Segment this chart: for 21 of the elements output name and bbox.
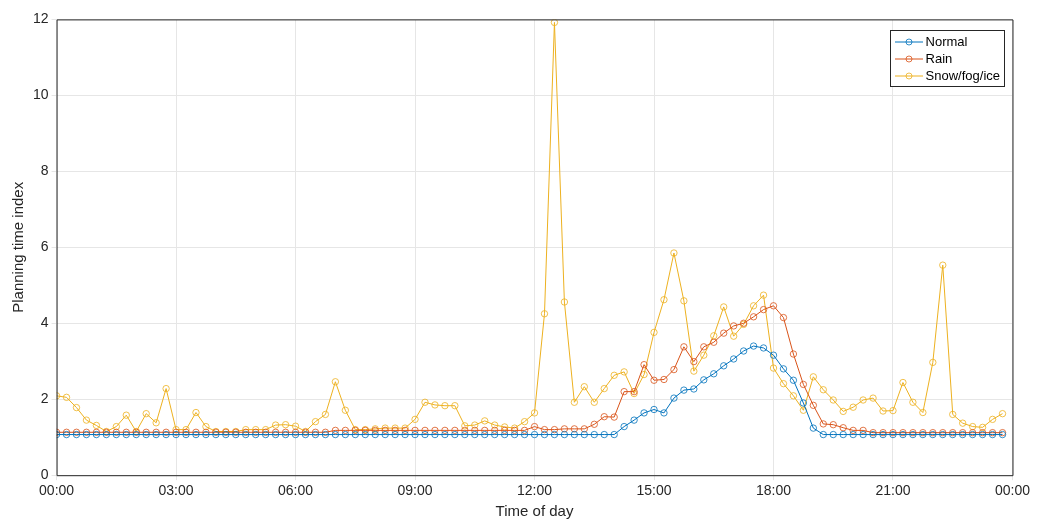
x-tick-label: 00:00 <box>39 482 75 499</box>
legend-label: Rain <box>925 50 953 67</box>
y-tick-label: 0 <box>40 466 49 483</box>
x-tick-label: 15:00 <box>636 482 672 499</box>
legend-label: Snow/fog/ice <box>925 67 1000 84</box>
y-tick-label: 4 <box>40 314 49 331</box>
x-tick-label: 09:00 <box>397 482 433 499</box>
y-tick-label: 10 <box>32 86 49 103</box>
x-tick-label: 12:00 <box>517 482 553 499</box>
y-axis-title: Planning time index <box>9 181 27 313</box>
x-tick-label: 00:00 <box>994 482 1031 499</box>
x-tick-label: 18:00 <box>755 482 792 499</box>
x-tick-label: 21:00 <box>875 482 911 499</box>
y-tick-label: 12 <box>32 10 49 27</box>
x-tick-label: 03:00 <box>158 482 194 499</box>
y-tick-label: 8 <box>40 162 49 179</box>
legend-label: Normal <box>925 33 968 50</box>
x-tick-label: 06:00 <box>278 482 314 499</box>
x-axis-title: Time of day <box>495 502 574 520</box>
y-tick-label: 2 <box>40 390 49 407</box>
y-tick-label: 6 <box>40 238 49 255</box>
